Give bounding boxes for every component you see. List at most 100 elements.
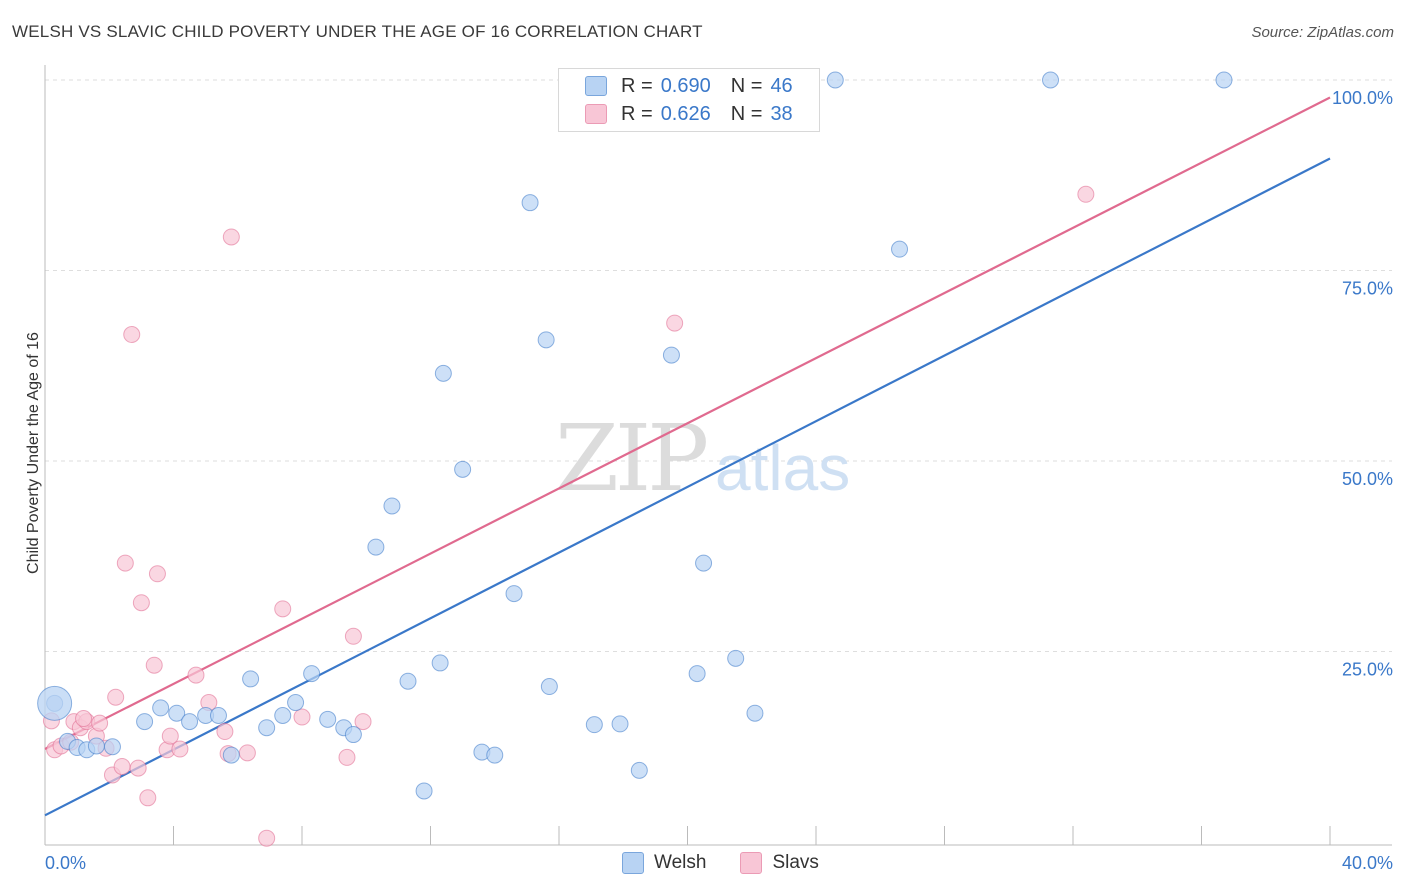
slavs-point [123, 326, 141, 344]
welsh-point [537, 331, 555, 349]
welsh-point [727, 649, 745, 667]
welsh-point [319, 710, 337, 728]
welsh-point [486, 746, 504, 764]
slavs-point [139, 789, 157, 807]
watermark: ZIP atlas [555, 405, 850, 512]
legend-item-welsh[interactable]: Welsh [622, 852, 706, 874]
slavs-point [222, 228, 240, 246]
legend-item-slavs[interactable]: Slavs [740, 852, 819, 874]
slavs-point [354, 713, 372, 731]
welsh-point [258, 719, 276, 737]
welsh-point [87, 737, 105, 755]
slavs-trend-line [44, 96, 1331, 751]
welsh-bubble [37, 685, 73, 721]
stats-legend: R = 0.690 N = 46 R = 0.626 N = 38 [558, 68, 820, 132]
series-legend: Welsh Slavs [622, 852, 853, 874]
slavs-point [238, 744, 256, 762]
slavs-point [145, 656, 163, 674]
slavs-point [91, 714, 109, 732]
legend-label-slavs: Slavs [772, 852, 819, 873]
welsh-point [505, 585, 523, 603]
legend-swatch-welsh [622, 852, 644, 874]
slavs-point [113, 758, 131, 776]
legend-n-value: 46 [770, 74, 793, 97]
legend-row-welsh: R = 0.690 N = 46 [585, 73, 793, 99]
welsh-point [168, 704, 186, 722]
source-label: Source: ZipAtlas.com [1251, 24, 1394, 41]
legend-n-label: N = [730, 74, 763, 97]
welsh-point [274, 707, 292, 725]
welsh-point [662, 346, 680, 364]
welsh-point [1215, 71, 1233, 89]
slavs-point [666, 314, 684, 332]
welsh-point [630, 761, 648, 779]
watermark-zip: ZIP [555, 405, 706, 512]
slavs-point [107, 688, 125, 706]
legend-n-label: N = [730, 102, 763, 125]
welsh-point [399, 672, 417, 690]
welsh-point [303, 665, 321, 683]
legend-swatch-slavs [740, 852, 763, 874]
welsh-point [1042, 71, 1060, 89]
slavs-point [344, 627, 362, 645]
welsh-point [181, 713, 199, 731]
legend-r-value: 0.690 [660, 74, 711, 97]
x-tick-label: 40.0% [1342, 853, 1393, 873]
welsh-point [222, 746, 240, 764]
welsh-point [103, 738, 121, 756]
data-points [37, 71, 1233, 847]
slavs-point [338, 748, 356, 766]
welsh-point [540, 678, 558, 696]
welsh-point [367, 538, 385, 556]
welsh-point [242, 670, 260, 688]
legend-swatch-slavs [585, 104, 607, 124]
welsh-trend-line [44, 157, 1331, 817]
y-tick-label: 75.0% [1342, 279, 1393, 299]
legend-label-welsh: Welsh [654, 852, 707, 873]
welsh-point [287, 694, 305, 712]
slavs-point [1077, 185, 1095, 203]
slavs-point [258, 829, 276, 847]
welsh-point [891, 240, 909, 258]
slavs-point [161, 727, 179, 745]
y-tick-label: 50.0% [1342, 469, 1393, 489]
y-tick-label: 100.0% [1332, 88, 1393, 108]
chart-title: WELSH VS SLAVIC CHILD POVERTY UNDER THE … [12, 22, 703, 41]
legend-r-value: 0.626 [660, 102, 711, 125]
welsh-point [383, 497, 401, 515]
x-tick-label: 0.0% [45, 853, 86, 873]
y-axis-title: Child Poverty Under the Age of 16 [25, 332, 42, 574]
slavs-point [216, 723, 234, 741]
grid-lines [45, 79, 1392, 652]
slavs-point [132, 594, 150, 612]
welsh-point [136, 713, 154, 731]
trend-lines [44, 96, 1331, 817]
slavs-point [171, 740, 189, 758]
slavs-point [129, 759, 147, 777]
welsh-point [454, 460, 472, 478]
slavs-point [75, 710, 93, 728]
welsh-point [152, 699, 170, 717]
tick-labels: 25.0% 50.0% 75.0% 100.0% 0.0% 40.0% [45, 88, 1393, 873]
welsh-point [611, 715, 629, 733]
y-tick-label: 25.0% [1342, 660, 1393, 680]
welsh-point [826, 71, 844, 89]
welsh-point [688, 665, 706, 683]
legend-row-slavs: R = 0.626 N = 38 [585, 101, 793, 127]
welsh-point [431, 654, 449, 672]
welsh-point [434, 364, 452, 382]
welsh-point [344, 726, 362, 744]
slavs-point [274, 600, 292, 618]
slavs-point [148, 565, 166, 583]
legend-n-value: 38 [770, 102, 793, 125]
welsh-point [521, 194, 539, 212]
welsh-point [415, 782, 433, 800]
welsh-point [695, 554, 713, 572]
legend-r-label: R = [621, 102, 653, 125]
slavs-point [293, 708, 311, 726]
welsh-point [585, 716, 603, 734]
welsh-point [209, 707, 227, 725]
welsh-point [746, 704, 764, 722]
legend-r-label: R = [621, 74, 653, 97]
